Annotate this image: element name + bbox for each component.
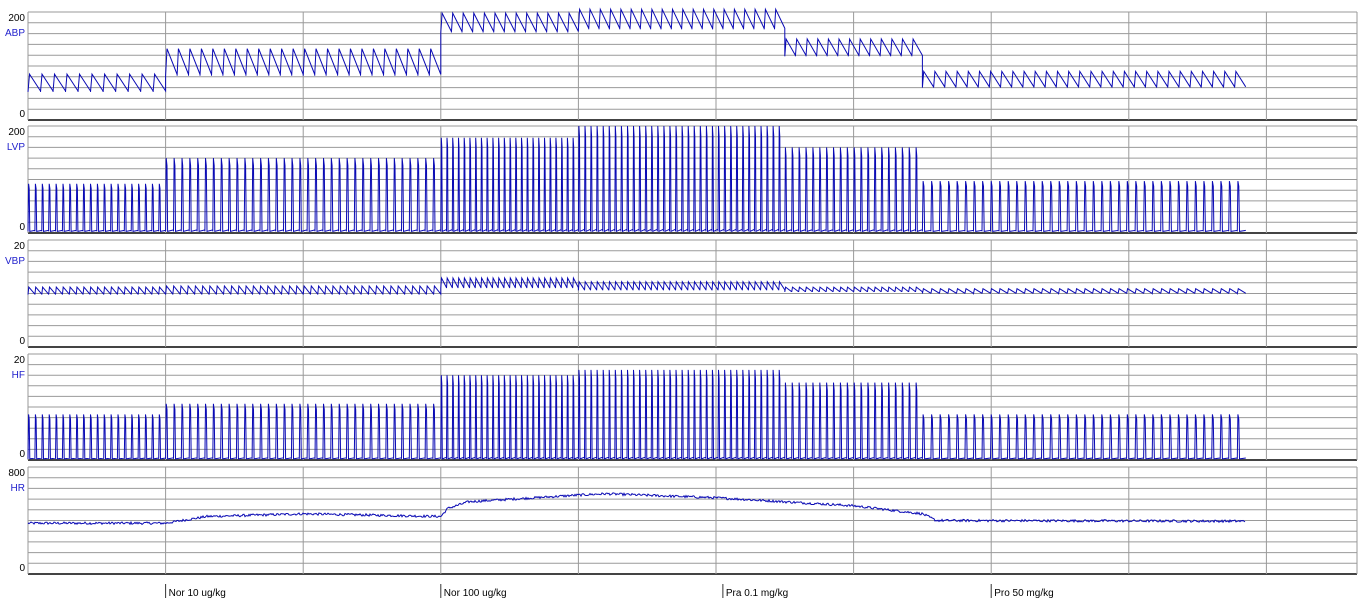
channel-lvp: 200 LVP 0 (7, 125, 1358, 234)
y-max-label: 800 (8, 468, 25, 479)
y-min-label: 0 (19, 109, 25, 120)
event-marker-label: Nor 100 ug/kg (444, 588, 507, 599)
trace-hf (27, 369, 1246, 460)
channel-name: ABP (5, 28, 25, 39)
channel-name: LVP (7, 142, 25, 153)
trace-abp (27, 7, 1247, 93)
channel-name: HF (12, 370, 25, 381)
y-max-label: 200 (8, 13, 25, 24)
y-min-label: 0 (19, 563, 25, 574)
trace-vbp (27, 276, 1247, 296)
event-marker-label: Nor 10 ug/kg (169, 588, 226, 599)
channel-name: VBP (5, 256, 25, 267)
y-max-label: 20 (14, 241, 26, 252)
channel-hr: 800 HR 0 (8, 466, 1358, 575)
event-markers: Nor 10 ug/kg Nor 100 ug/kg Pra 0.1 mg/kg Pr… (165, 584, 1054, 599)
trace-hr (27, 492, 1246, 526)
channel-hf: 20 HF 0 (12, 353, 1358, 461)
event-marker-label: Pra 0.1 mg/kg (726, 588, 788, 599)
channel-name: HR (11, 483, 25, 494)
y-min-label: 0 (19, 222, 25, 233)
y-min-label: 0 (19, 336, 25, 347)
y-max-label: 200 (8, 127, 25, 138)
y-min-label: 0 (19, 449, 25, 460)
channel-abp: 200 ABP 0 (5, 7, 1358, 121)
event-marker-label: Pro 50 mg/kg (994, 588, 1053, 599)
y-max-label: 20 (14, 355, 26, 366)
trace-lvp (27, 125, 1246, 233)
channel-vbp: 20 VBP 0 (5, 239, 1358, 348)
